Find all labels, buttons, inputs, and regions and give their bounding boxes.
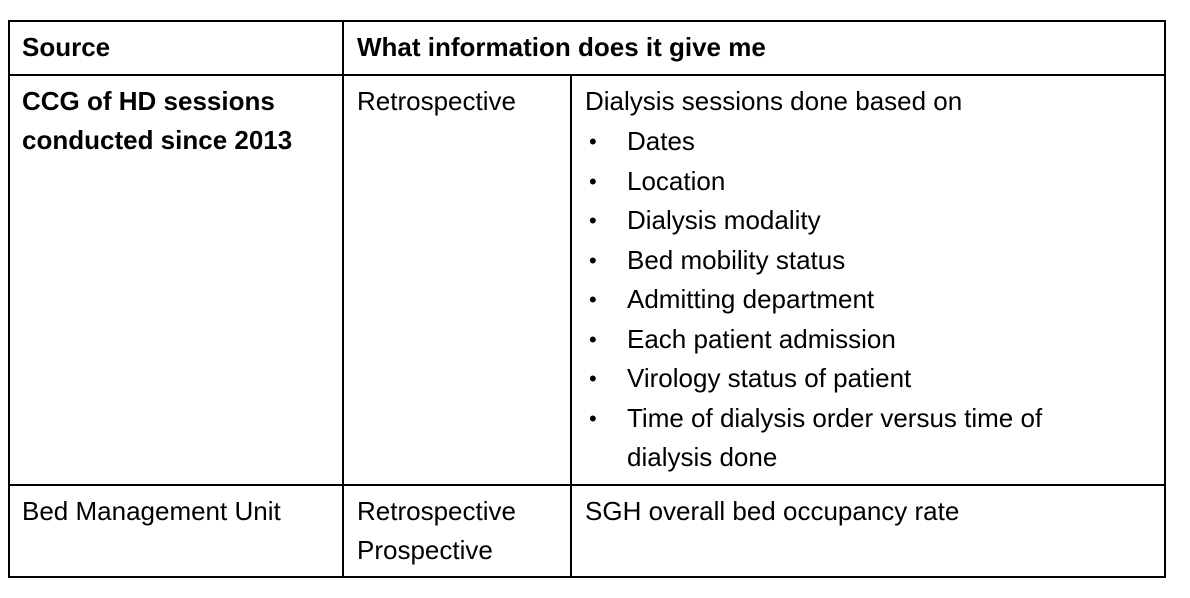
bullet-icon: • [589, 287, 597, 312]
bullet-icon: • [589, 405, 597, 431]
bullet-icon: • [589, 168, 597, 194]
header-row-divider [8, 74, 1166, 76]
row1-source-line2: conducted since 2013 [22, 125, 293, 155]
list-item: • Time of dialysis order versus time of d… [585, 399, 1127, 478]
row1-bullet-list: • Dates • Location • Dialysis modality • Bed… [585, 122, 1127, 478]
row2-type-line2: Prospective [357, 535, 493, 565]
header-source: Source [22, 32, 111, 62]
bullet-icon: • [589, 129, 597, 154]
column-divider-type [570, 74, 572, 578]
list-item: • Bed mobility status [585, 241, 1127, 281]
row2-info: SGH overall bed occupancy rate [585, 496, 960, 526]
list-item: • Each patient admission [585, 320, 1127, 360]
table-border-right [1164, 20, 1166, 578]
row1-type: Retrospective [357, 86, 516, 116]
table-border-top [8, 20, 1166, 22]
list-item: • Location [585, 162, 1127, 202]
row2-type-line1: Retrospective [357, 496, 516, 526]
information-sources-table: Source What information does it give me … [8, 20, 1166, 578]
list-item: • Dialysis modality [585, 201, 1127, 241]
bullet-icon: • [589, 326, 597, 352]
list-item: • Virology status of patient [585, 359, 1127, 399]
header-info: What information does it give me [357, 32, 766, 62]
row1-info-intro: Dialysis sessions done based on [585, 86, 963, 116]
bullet-icon: • [589, 366, 597, 391]
column-divider-source [342, 20, 344, 578]
bullet-icon: • [589, 208, 597, 233]
row-divider [8, 484, 1166, 486]
row1-source-line1: CCG of HD sessions [22, 86, 275, 116]
bullet-icon: • [589, 247, 597, 273]
table-border-bottom [8, 576, 1166, 578]
row2-source: Bed Management Unit [22, 496, 281, 526]
list-item: • Dates [585, 122, 1127, 162]
table-border-left [8, 20, 10, 578]
list-item: • Admitting department [585, 280, 1127, 320]
